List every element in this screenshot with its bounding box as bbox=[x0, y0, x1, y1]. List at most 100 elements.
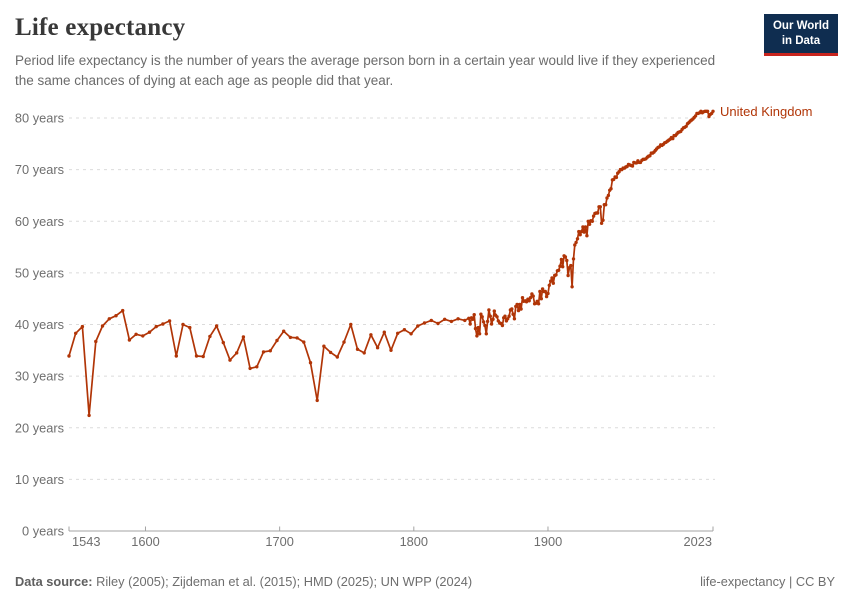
series-line bbox=[68, 110, 714, 417]
data-point bbox=[429, 318, 433, 323]
data-point bbox=[557, 268, 561, 272]
data-point bbox=[547, 283, 551, 287]
data-point bbox=[481, 320, 486, 324]
data-point bbox=[579, 229, 584, 234]
data-point bbox=[489, 322, 494, 326]
data-point bbox=[614, 175, 619, 180]
data-point bbox=[443, 317, 447, 321]
data-point bbox=[558, 264, 562, 268]
page-title: Life expectancy bbox=[15, 14, 186, 41]
data-point bbox=[599, 221, 604, 225]
data-point bbox=[154, 324, 158, 329]
x-axis-tick-label: 1700 bbox=[265, 534, 293, 549]
y-axis-tick-label: 20 years bbox=[15, 420, 64, 435]
data-point bbox=[472, 313, 476, 317]
data-point bbox=[463, 318, 467, 323]
data-point bbox=[480, 315, 484, 319]
data-point bbox=[449, 319, 454, 324]
x-axis-tick-label: 1800 bbox=[400, 534, 428, 549]
data-point bbox=[181, 322, 185, 327]
data-point bbox=[485, 319, 490, 324]
data-point bbox=[535, 299, 539, 303]
data-point bbox=[479, 312, 483, 316]
data-point bbox=[362, 351, 366, 355]
data-point bbox=[141, 334, 145, 338]
data-point bbox=[506, 317, 510, 321]
data-point bbox=[549, 279, 553, 283]
data-point bbox=[511, 312, 515, 316]
data-point bbox=[507, 314, 511, 318]
data-point bbox=[601, 218, 605, 222]
data-point bbox=[595, 211, 600, 215]
data-point bbox=[583, 225, 588, 229]
data-point bbox=[705, 109, 710, 113]
data-point bbox=[604, 203, 608, 207]
header: Life expectancy Period life expectancy i… bbox=[15, 14, 838, 92]
data-point bbox=[536, 302, 541, 306]
data-point bbox=[100, 324, 105, 328]
data-point bbox=[575, 237, 580, 241]
data-point bbox=[581, 225, 585, 229]
data-point bbox=[491, 317, 495, 321]
data-point bbox=[671, 136, 675, 141]
data-point bbox=[573, 243, 577, 247]
data-point bbox=[355, 347, 360, 351]
data-point bbox=[684, 124, 688, 128]
y-axis-tick-label: 40 years bbox=[15, 317, 64, 332]
y-axis-tick-label: 70 years bbox=[15, 162, 64, 177]
data-point bbox=[475, 334, 479, 338]
data-point bbox=[540, 287, 545, 291]
data-point bbox=[587, 222, 592, 226]
data-point bbox=[473, 326, 478, 331]
data-point bbox=[563, 255, 568, 259]
data-point bbox=[409, 332, 413, 336]
data-point bbox=[524, 300, 529, 304]
data-point bbox=[288, 335, 293, 340]
data-point bbox=[488, 314, 492, 318]
y-axis-tick-label: 60 years bbox=[15, 214, 64, 229]
data-point bbox=[67, 354, 71, 358]
datasource-label: Data source: bbox=[15, 574, 93, 589]
data-point bbox=[538, 289, 542, 294]
datasource-value: Riley (2005); Zijdeman et al. (2015); HM… bbox=[96, 574, 473, 589]
data-point bbox=[134, 332, 138, 336]
data-point bbox=[571, 257, 576, 261]
data-point bbox=[375, 346, 380, 350]
data-point bbox=[503, 314, 507, 318]
data-point bbox=[591, 214, 596, 218]
data-point bbox=[492, 309, 496, 313]
data-point bbox=[559, 257, 564, 262]
data-point bbox=[528, 296, 533, 300]
data-point bbox=[606, 193, 611, 198]
data-point bbox=[467, 316, 471, 320]
data-point bbox=[261, 350, 266, 354]
data-point bbox=[551, 281, 555, 285]
x-axis-tick-label: 2023 bbox=[684, 534, 712, 549]
data-point bbox=[422, 321, 427, 325]
data-point bbox=[520, 296, 525, 300]
data-point bbox=[512, 317, 517, 321]
data-point bbox=[605, 196, 609, 200]
data-point bbox=[561, 265, 565, 269]
data-point bbox=[609, 187, 613, 191]
data-point bbox=[201, 354, 205, 359]
data-point bbox=[188, 325, 192, 330]
data-point bbox=[543, 289, 547, 294]
data-point bbox=[268, 349, 272, 353]
data-point bbox=[174, 354, 178, 358]
data-point bbox=[516, 308, 521, 313]
data-point bbox=[495, 315, 499, 319]
data-point bbox=[711, 109, 715, 113]
footer: Data source: Riley (2005); Zijdeman et a… bbox=[15, 574, 835, 589]
data-point bbox=[335, 355, 339, 359]
data-point bbox=[167, 319, 172, 323]
data-point bbox=[566, 273, 570, 278]
data-point bbox=[585, 234, 589, 238]
data-point bbox=[107, 317, 112, 321]
data-point bbox=[515, 302, 519, 307]
data-point bbox=[214, 324, 219, 328]
data-point bbox=[80, 324, 85, 329]
data-point bbox=[302, 340, 306, 344]
data-point bbox=[554, 273, 558, 277]
data-point bbox=[456, 317, 460, 321]
